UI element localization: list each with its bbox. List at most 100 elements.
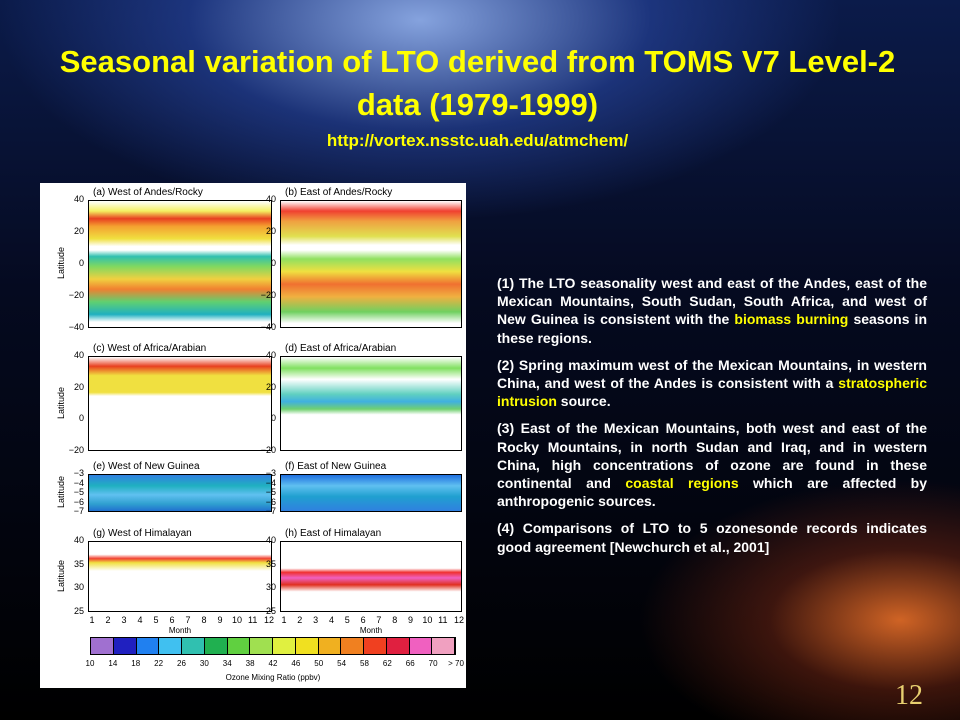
x-tick-label: 5 — [344, 615, 350, 625]
x-tick-label: 7 — [185, 615, 191, 625]
x-tick-label: 10 — [232, 615, 243, 625]
y-tick-label: 40 — [73, 194, 84, 204]
colorbar-label: 70 — [428, 659, 438, 668]
colorbar-label: 34 — [222, 659, 232, 668]
y-tick-label: 20 — [73, 226, 84, 236]
x-tick-label: 3 — [313, 615, 319, 625]
x-tick-label: 10 — [422, 615, 433, 625]
panel-title: (d) East of Africa/Arabian — [285, 343, 397, 354]
colorbar-cell — [227, 638, 251, 654]
page-number: 12 — [895, 680, 923, 711]
y-tick-label: 25 — [265, 606, 276, 616]
panel-plot — [88, 541, 272, 612]
y-tick-label: 40 — [73, 535, 84, 545]
colorbar-title: Ozone Mixing Ratio (ppbv) — [225, 673, 321, 682]
y-tick-label: 0 — [78, 258, 84, 268]
text: which are affected by anthropogenic sour… — [497, 475, 927, 510]
x-tick-label: 11 — [438, 615, 448, 625]
x-tick-label: 12 — [264, 615, 275, 625]
y-axis-label: Latitude — [56, 246, 66, 280]
colorbar-cell — [250, 638, 273, 654]
x-tick-label: 2 — [297, 615, 303, 625]
panel-title: (a) West of Andes/Rocky — [93, 187, 203, 198]
panel-title: (e) West of New Guinea — [93, 461, 200, 472]
panel-plot — [280, 356, 462, 451]
y-tick-label: 30 — [265, 582, 276, 593]
panel-plot — [280, 200, 462, 328]
highlight-text: stratospheric intrusion — [497, 375, 927, 410]
paragraph: (2) Spring maximum west of the Mexican M… — [497, 356, 927, 411]
y-tick-label: −40 — [260, 322, 276, 332]
colorbar-cell — [341, 638, 364, 654]
colorbar-label: 38 — [245, 659, 255, 668]
figure: (a) West of Andes/Rocky 40 20 0 −20 −40 Latitu… — [40, 183, 466, 688]
panel-plot — [88, 474, 272, 512]
y-tick-label: −20 — [260, 290, 276, 300]
paragraph: (1) The LTO seasonality west and east of… — [497, 274, 927, 347]
text: (3) East of the Mexican Mountains, both … — [497, 420, 927, 492]
y-tick-label: −40 — [68, 322, 84, 332]
colorbar-cell — [295, 638, 319, 654]
x-tick-label: 6 — [169, 615, 175, 625]
colorbar-cell — [159, 638, 182, 654]
panel-title: (g) West of Himalayan — [93, 528, 192, 539]
paragraph: (4) Comparisons of LTO to 5 ozonesonde r… — [497, 519, 927, 555]
colorbar-label: 54 — [337, 659, 347, 668]
y-axis-label: Latitude — [56, 559, 66, 592]
y-tick-label: 20 — [73, 381, 84, 392]
y-tick-label: −4 — [73, 477, 84, 488]
x-tick-label: 12 — [454, 615, 465, 625]
colorbar-label: 10 — [85, 659, 95, 668]
colorbar-label: 22 — [154, 659, 164, 668]
y-tick-label: 0 — [270, 413, 276, 424]
y-tick-label: 40 — [265, 535, 276, 545]
panel-title: (b) East of Andes/Rocky — [285, 187, 393, 198]
y-tick-label: −6 — [73, 496, 84, 507]
text: (4) Comparisons of LTO to 5 ozonesonde r… — [497, 520, 927, 555]
x-tick-label: 8 — [201, 615, 207, 625]
colorbar-cell — [318, 638, 342, 654]
text: seasons in these regions. — [497, 311, 928, 346]
x-tick-label: 5 — [153, 615, 159, 625]
colorbar-label: 14 — [108, 659, 118, 668]
x-tick-label: 4 — [137, 615, 143, 625]
y-tick-label: −5 — [73, 487, 84, 497]
colorbar-cell — [432, 638, 455, 654]
highlight-text: biomass burning — [734, 311, 849, 328]
slide-title: Seasonal variation of LTO derived from T… — [59, 44, 896, 122]
x-tick-label: 9 — [217, 615, 223, 625]
y-tick-label: −4 — [265, 477, 276, 488]
colorbar-label: 62 — [382, 659, 392, 668]
colorbar-cell — [409, 638, 433, 654]
y-tick-label: −7 — [73, 506, 84, 516]
x-axis-label: Month — [168, 626, 192, 635]
y-tick-label: −5 — [265, 487, 276, 497]
y-tick-label: 0 — [270, 258, 276, 268]
y-tick-label: −20 — [68, 445, 84, 455]
y-tick-label: 20 — [265, 226, 276, 236]
panel-plot — [280, 474, 462, 512]
colorbar-label: 58 — [360, 659, 369, 668]
y-tick-label: 35 — [265, 558, 276, 569]
y-tick-label: −20 — [68, 290, 84, 300]
x-tick-label: 8 — [392, 615, 398, 625]
y-tick-label: 20 — [265, 381, 276, 392]
x-tick-label: 2 — [105, 615, 111, 625]
y-axis-label: Latitude — [56, 475, 66, 509]
y-axis-label: Latitude — [56, 386, 66, 419]
colorbar-label: 50 — [314, 659, 324, 668]
x-tick-label: 11 — [248, 615, 258, 625]
colorbar-cell — [386, 638, 410, 654]
colorbar-label: 42 — [268, 659, 278, 668]
x-tick-label: 6 — [360, 615, 366, 625]
y-tick-label: 40 — [265, 350, 276, 360]
y-tick-label: 40 — [265, 194, 276, 204]
x-axis-label: Month — [359, 626, 383, 635]
x-tick-label: 3 — [121, 615, 127, 625]
colorbar-cell — [182, 638, 205, 654]
y-tick-label: 35 — [73, 558, 84, 569]
colorbar-label: 66 — [405, 659, 415, 668]
y-tick-label: 25 — [73, 606, 84, 616]
url: http://vortex.nsstc.uah.edu/atmchem/ — [326, 131, 629, 150]
colorbar-cell — [364, 638, 387, 654]
